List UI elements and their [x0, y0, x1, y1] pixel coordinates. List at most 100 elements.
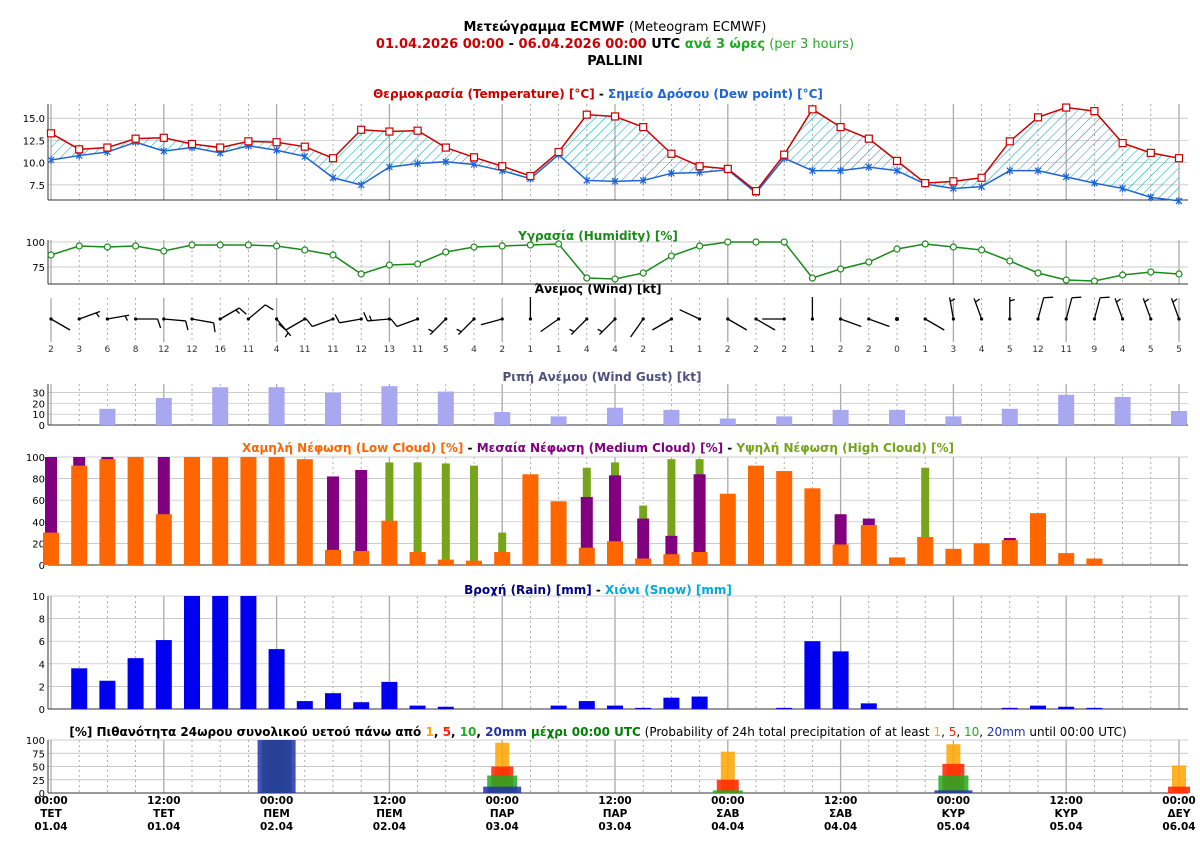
date-label: 01.04: [147, 821, 180, 833]
temperature-point: [921, 179, 930, 188]
temperature-point: [1090, 107, 1099, 116]
wind-barb: [246, 304, 274, 321]
wind-speed-label: 1: [669, 345, 675, 355]
high-cloud-bar: [667, 459, 676, 565]
low-cloud-bar: [1001, 540, 1018, 565]
wind-speed-label: 1: [810, 345, 816, 355]
dewpoint-point: [1006, 166, 1014, 175]
gust-bar: [1058, 394, 1075, 425]
date-label: 05.04: [937, 821, 970, 833]
gust-bar: [1001, 408, 1018, 425]
humidity-point: [752, 238, 760, 246]
dewpoint-point: [978, 182, 986, 191]
wind-barb: [1114, 298, 1125, 321]
humidity-panel: 100 75: [26, 238, 1188, 285]
temperature-point: [75, 145, 84, 154]
gust-bar: [155, 398, 172, 425]
high-cloud-bar: [385, 462, 394, 565]
wind-barb: [867, 317, 890, 328]
wind-speed-label: 4: [1120, 345, 1126, 355]
date-label: 02.04: [373, 821, 406, 833]
probability-panel-title: [%] Πιθανότητα 24ωρου συνολικού υετού πά…: [69, 725, 1126, 739]
date-label: 04.04: [711, 821, 744, 833]
cloud-y-tick: 60: [32, 496, 45, 507]
rain-bar: [127, 658, 144, 709]
low-cloud-bar: [1058, 553, 1075, 565]
precip-y-tick: 8: [39, 615, 45, 626]
low-cloud-bar: [522, 474, 539, 565]
temperature-point: [357, 125, 366, 134]
rain-bar: [381, 681, 398, 709]
wind-barb-shaft: [1037, 297, 1045, 320]
low-cloud-bar: [973, 543, 990, 565]
day-label: ΠΕΜ: [376, 808, 402, 820]
gust-bar: [494, 412, 511, 425]
date-label: 01.04: [34, 821, 67, 833]
date-label: 04.04: [824, 821, 857, 833]
temperature-point: [582, 110, 591, 119]
wind-barb: [218, 307, 247, 321]
dewpoint-point: [893, 166, 901, 175]
date-label: 05.04: [1050, 821, 1083, 833]
dewpoint-point: [865, 163, 873, 172]
low-cloud-bar: [578, 547, 595, 565]
humidity-point: [1006, 257, 1014, 265]
temperature-point: [159, 133, 168, 142]
wind-barb-shaft: [457, 318, 475, 336]
temperature-point: [244, 137, 253, 146]
low-cloud-bar: [353, 550, 370, 565]
dewpoint-point: [1119, 184, 1127, 193]
wind-barb: [162, 317, 189, 331]
rain-bar: [635, 707, 652, 709]
time-label: 00:00: [34, 795, 67, 807]
probability-panel: 100 75 50 25 0: [26, 736, 1190, 800]
wind-barb-shaft: [312, 318, 334, 328]
humidity-panel-title: Υγρασία (Humidity) [%]: [517, 229, 678, 243]
wind-barb-half-flag: [1144, 298, 1150, 303]
humidity-point: [949, 243, 958, 251]
wind-barb: [134, 317, 162, 329]
wind-barb: [49, 317, 71, 331]
temperature-point: [808, 105, 817, 114]
temperature-point: [300, 142, 309, 151]
gust-bar: [945, 416, 962, 425]
temperature-point: [413, 126, 422, 135]
dewpoint-point: [837, 166, 845, 175]
wind-barb-half-flag: [428, 328, 434, 333]
high-cloud-bar: [413, 462, 422, 565]
dewpoint-point: [329, 173, 337, 182]
wind-barb-shaft: [652, 318, 672, 331]
wind-speed-label: 5: [1148, 345, 1154, 355]
gust-bar: [889, 409, 905, 425]
humidity-point: [865, 258, 873, 266]
cloud-panel: 100 80 60 40 20 0: [26, 453, 1188, 572]
humidity-point: [385, 261, 393, 269]
wind-barb: [973, 298, 984, 321]
dewpoint-point: [1034, 166, 1042, 175]
wind-speed-label: 5: [443, 345, 449, 355]
low-cloud-bar: [127, 457, 144, 565]
day-label: ΠΑΡ: [603, 808, 628, 820]
humidity-point: [639, 269, 647, 277]
wind-barb: [762, 317, 786, 321]
date-range: 01.04.2026 00:00 - 06.04.2026 00:00 UTC …: [376, 37, 854, 52]
humidity-point: [132, 242, 140, 250]
wind-speed-label: 6: [105, 345, 111, 355]
gust-bar: [607, 407, 623, 425]
humidity-point: [414, 260, 422, 268]
meteogram-title: Μετεώγραμμα ECMWF (Meteogram ECMWF): [463, 20, 766, 35]
day-label: ΣΑΒ: [829, 808, 852, 820]
wind-barb-flag: [1100, 296, 1110, 299]
dewpoint-point: [385, 163, 393, 172]
dewpoint-point: [273, 146, 281, 155]
wind-speed-label: 16: [214, 345, 226, 355]
wind-barb-shaft: [1114, 298, 1124, 320]
day-label: ΚΥΡ: [1054, 808, 1078, 820]
wind-barb: [540, 317, 561, 333]
temperature-y-tick: 15.0: [23, 114, 45, 125]
wind-barb-shaft: [598, 318, 616, 336]
temperature-y-tick: 7.5: [29, 181, 45, 192]
rain-bar: [1086, 707, 1103, 709]
prob-1mm-bar: [1172, 765, 1186, 793]
humidity-point: [1118, 271, 1127, 279]
